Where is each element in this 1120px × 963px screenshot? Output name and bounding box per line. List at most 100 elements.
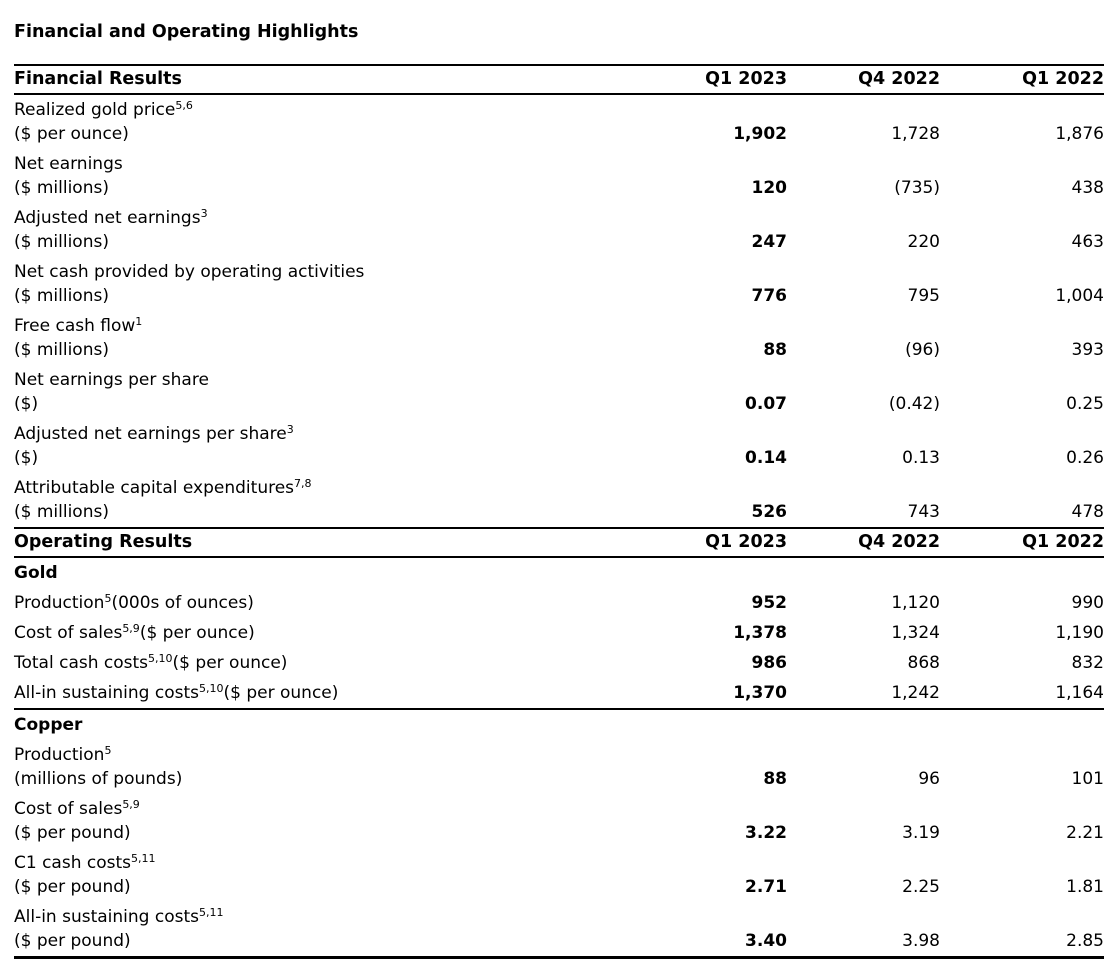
row-label-text: Cost of sales bbox=[14, 623, 123, 643]
row-label-text: Attributable capital expenditures bbox=[14, 478, 295, 498]
table-row: Attributable capital expenditures7,8 ($ … bbox=[14, 473, 1104, 528]
footnote-ref: 5,11 bbox=[199, 906, 224, 919]
row-label-text: Total cash costs bbox=[14, 653, 149, 673]
value-q4-2022: (96) bbox=[905, 340, 940, 360]
footnote-ref: 5 bbox=[104, 744, 112, 757]
value-q1-2023: 526 bbox=[751, 502, 788, 522]
operating-results-header-row: Operating Results Q1 2023 Q4 2022 Q1 202… bbox=[14, 527, 1104, 558]
footnote-ref: 5 bbox=[104, 592, 112, 605]
row-label: All-in sustaining costs5,11 ($ per pound… bbox=[14, 902, 674, 959]
value-q1-2022: 1,190 bbox=[1055, 623, 1104, 643]
row-label-text: C1 cash costs bbox=[14, 853, 132, 873]
row-label: Adjusted net earnings per share3 ($) bbox=[14, 419, 674, 473]
row-label: All-in sustaining costs5,10($ per ounce) bbox=[14, 678, 674, 710]
value-q4-2022: 1,242 bbox=[787, 678, 940, 710]
row-unit: ($ millions) bbox=[14, 502, 109, 522]
footnote-ref: 5,11 bbox=[131, 852, 156, 865]
value-q4-2022: (735) bbox=[894, 178, 940, 198]
value-q1-2023: 1,902 bbox=[733, 124, 787, 144]
value-q1-2022: 478 bbox=[1071, 502, 1104, 522]
row-label: Free cash flow1 ($ millions) bbox=[14, 311, 674, 365]
row-label: Cost of sales5,9 ($ per pound) bbox=[14, 794, 674, 848]
column-header-q1-2022: Q1 2022 bbox=[940, 64, 1104, 95]
subsection-title: Gold bbox=[14, 563, 58, 583]
row-label: Realized gold price5,6 ($ per ounce) bbox=[14, 94, 674, 149]
row-unit: ($ per pound) bbox=[14, 823, 131, 843]
row-unit: (millions of pounds) bbox=[14, 769, 183, 789]
row-unit: ($) bbox=[14, 448, 39, 468]
value-q1-2022: 0.26 bbox=[1066, 448, 1104, 468]
row-label-text: All-in sustaining costs bbox=[14, 683, 199, 703]
table-row: Adjusted net earnings3 ($ millions) 247 … bbox=[14, 203, 1104, 257]
value-q1-2023: 776 bbox=[751, 286, 788, 306]
value-q1-2022: 0.25 bbox=[1066, 394, 1104, 414]
value-q4-2022: (0.42) bbox=[888, 394, 940, 414]
column-header-q4-2022: Q4 2022 bbox=[787, 527, 940, 558]
highlights-table: Financial Results Q1 2023 Q4 2022 Q1 202… bbox=[14, 64, 1104, 959]
value-q1-2022: 393 bbox=[1071, 340, 1104, 360]
row-label: Attributable capital expenditures7,8 ($ … bbox=[14, 473, 674, 528]
footnote-ref: 1 bbox=[135, 315, 143, 328]
row-label-text: All-in sustaining costs bbox=[14, 907, 199, 927]
value-q1-2022: 1.81 bbox=[1066, 877, 1104, 897]
column-header-q4-2022: Q4 2022 bbox=[787, 64, 940, 95]
value-q1-2022: 990 bbox=[1071, 593, 1104, 613]
value-q1-2022: 1,004 bbox=[1055, 286, 1104, 306]
subsection-title: Copper bbox=[14, 715, 83, 735]
row-unit: ($ per pound) bbox=[14, 877, 131, 897]
row-label-text: Production bbox=[14, 745, 105, 765]
table-row: Adjusted net earnings per share3 ($) 0.1… bbox=[14, 419, 1104, 473]
footnote-ref: 5,10 bbox=[148, 652, 173, 665]
table-row: Cost of sales5,9($ per ounce) 1,378 1,32… bbox=[14, 618, 1104, 648]
value-q1-2023: 0.07 bbox=[745, 394, 787, 414]
row-label-text: Cost of sales bbox=[14, 799, 123, 819]
table-row: Cost of sales5,9 ($ per pound) 3.22 3.19… bbox=[14, 794, 1104, 848]
row-label-text: Adjusted net earnings per share bbox=[14, 424, 287, 444]
row-label: Adjusted net earnings3 ($ millions) bbox=[14, 203, 674, 257]
value-q4-2022: 96 bbox=[918, 769, 940, 789]
row-unit: ($ millions) bbox=[14, 178, 109, 198]
value-q4-2022: 1,324 bbox=[891, 623, 940, 643]
row-label: Production5(000s of ounces) bbox=[14, 592, 254, 613]
value-q1-2023: 986 bbox=[751, 653, 788, 673]
table-row: Production5 (millions of pounds) 88 96 1… bbox=[14, 740, 1104, 794]
value-q1-2023: 3.22 bbox=[745, 823, 787, 843]
value-q1-2023: 0.14 bbox=[745, 448, 787, 468]
value-q1-2022: 2.21 bbox=[1066, 823, 1104, 843]
value-q1-2022: 101 bbox=[1071, 769, 1104, 789]
value-q1-2023: 3.40 bbox=[674, 902, 787, 959]
value-q4-2022: 0.13 bbox=[902, 448, 940, 468]
section-header-operating-results: Operating Results bbox=[14, 527, 674, 558]
row-label: Total cash costs5,10($ per ounce) bbox=[14, 652, 288, 673]
value-q4-2022: 3.19 bbox=[902, 823, 940, 843]
value-q4-2022: 220 bbox=[907, 232, 940, 252]
footnote-ref: 5,10 bbox=[199, 682, 224, 695]
row-label: C1 cash costs5,11 ($ per pound) bbox=[14, 848, 674, 902]
value-q1-2022: 463 bbox=[1071, 232, 1104, 252]
table-row: Net earnings per share ($) 0.07 (0.42) 0… bbox=[14, 365, 1104, 419]
table-row: Production5(000s of ounces) 952 1,120 99… bbox=[14, 588, 1104, 618]
row-label-text: Net earnings per share bbox=[14, 370, 209, 390]
table-row: Net cash provided by operating activitie… bbox=[14, 257, 1104, 311]
value-q1-2022: 1,876 bbox=[1055, 124, 1104, 144]
value-q1-2023: 88 bbox=[763, 340, 787, 360]
row-unit: ($ millions) bbox=[14, 232, 109, 252]
page-title: Financial and Operating Highlights bbox=[14, 22, 359, 42]
value-q1-2022: 438 bbox=[1071, 178, 1104, 198]
table-row: Realized gold price5,6 ($ per ounce) 1,9… bbox=[14, 94, 1104, 149]
footnote-ref: 5,9 bbox=[122, 622, 140, 635]
value-q1-2023: 1,370 bbox=[674, 678, 787, 710]
footnote-ref: 3 bbox=[200, 207, 208, 220]
financial-results-header-row: Financial Results Q1 2023 Q4 2022 Q1 202… bbox=[14, 64, 1104, 95]
value-q4-2022: 868 bbox=[907, 653, 940, 673]
value-q1-2023: 1,378 bbox=[733, 623, 787, 643]
footnote-ref: 5,9 bbox=[122, 798, 140, 811]
subsection-header-copper: Copper bbox=[14, 709, 1104, 740]
table-row: Total cash costs5,10($ per ounce) 986 86… bbox=[14, 648, 1104, 678]
value-q4-2022: 1,728 bbox=[891, 124, 940, 144]
value-q1-2022: 2.85 bbox=[940, 902, 1104, 959]
footnote-ref: 3 bbox=[286, 423, 294, 436]
section-header-financial-results: Financial Results bbox=[14, 64, 674, 95]
value-q4-2022: 1,120 bbox=[891, 593, 940, 613]
value-q4-2022: 2.25 bbox=[902, 877, 940, 897]
